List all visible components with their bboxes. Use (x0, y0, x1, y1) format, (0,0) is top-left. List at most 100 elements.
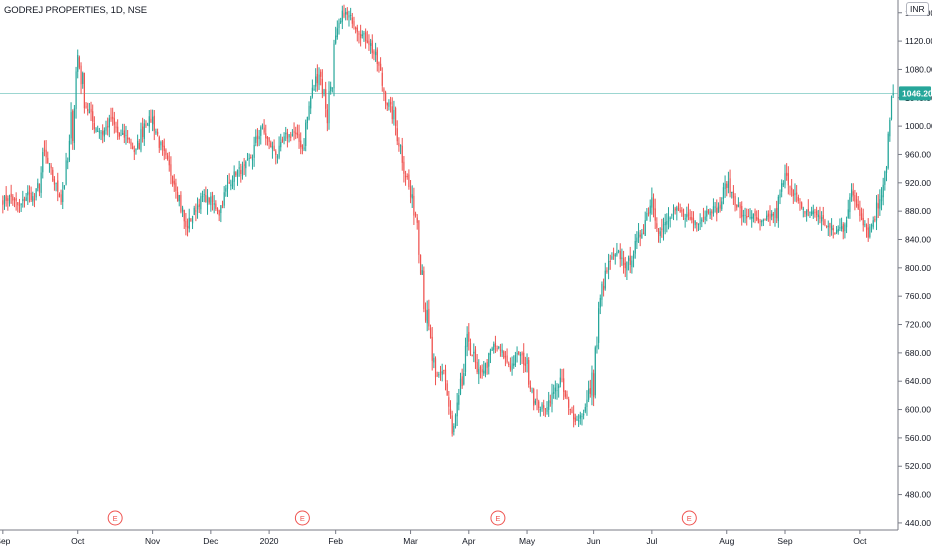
candle (181, 205, 184, 218)
candle-body (766, 215, 768, 220)
candle (58, 192, 61, 198)
candle-body (657, 228, 660, 234)
candle-body (316, 73, 318, 84)
candle (493, 341, 495, 354)
price-tick-label: 440.00 (905, 518, 931, 528)
candle (694, 220, 696, 229)
candle-body (223, 192, 225, 206)
candle-body (446, 383, 448, 396)
currency-badge[interactable]: INR (906, 2, 929, 16)
candle-body (350, 15, 352, 17)
earnings-marker[interactable]: E (107, 510, 123, 526)
candle (346, 7, 348, 21)
candle-body (519, 354, 522, 357)
candle-body (160, 141, 162, 146)
candle (290, 131, 292, 142)
candle (88, 103, 90, 114)
candle-body (608, 260, 610, 271)
candle (766, 210, 768, 222)
candle-body (248, 157, 250, 160)
candle-body (752, 213, 754, 219)
candle (201, 190, 204, 203)
candle (454, 413, 457, 429)
candle-body (548, 399, 550, 410)
candle (311, 79, 313, 99)
candle-body (767, 213, 769, 217)
earnings-marker[interactable]: E (490, 510, 506, 526)
candle (416, 214, 418, 230)
candle-body (867, 227, 869, 238)
candle-body (769, 214, 771, 219)
candle-body (637, 232, 640, 238)
candle-body (453, 425, 455, 433)
earnings-marker-circle[interactable] (294, 510, 310, 526)
candle-body (869, 226, 871, 238)
candle-body (679, 209, 681, 212)
candle (641, 228, 643, 239)
candle (543, 399, 545, 416)
candle-body (423, 270, 425, 310)
candle-body (404, 175, 407, 178)
candle (350, 7, 352, 21)
candle (762, 218, 764, 227)
price-tick-label: 720.00 (905, 320, 931, 330)
candle (464, 337, 467, 377)
candle (885, 165, 888, 182)
candle-body (20, 203, 22, 206)
candle-body (37, 182, 39, 189)
candle (824, 218, 826, 227)
candle (103, 127, 105, 142)
candle (737, 197, 740, 208)
candle (431, 326, 433, 371)
candle (439, 365, 442, 381)
candle-body (606, 270, 608, 273)
candle-body (58, 194, 61, 198)
candle (742, 209, 745, 223)
candle-body (133, 149, 135, 153)
time-axis[interactable]: Sep Oct Nov Dec 2020 Feb Mar Apr May Jun Jul Aug Sep… (0, 529, 898, 546)
candle (689, 209, 691, 221)
candle-body (375, 51, 377, 56)
candle (62, 182, 64, 210)
candle-body (125, 134, 127, 136)
earnings-marker-circle[interactable] (490, 510, 506, 526)
candle-body (642, 232, 645, 234)
candle-body (178, 194, 180, 202)
earnings-marker-circle[interactable] (107, 510, 123, 526)
candle (771, 210, 773, 221)
candle (836, 226, 838, 235)
candle (702, 207, 705, 223)
candle-body (890, 96, 893, 119)
candle-body (225, 188, 227, 192)
candle (13, 197, 16, 208)
candle-body (498, 346, 500, 349)
candle-body (486, 362, 488, 368)
candle (701, 217, 703, 228)
candle-body (454, 415, 457, 427)
candle (200, 192, 202, 215)
earnings-marker[interactable]: E (681, 510, 697, 526)
candle-body (306, 116, 308, 123)
candle (802, 206, 804, 218)
candle-body (419, 254, 422, 275)
candle-body (458, 395, 460, 405)
candle (864, 220, 866, 228)
candle (188, 208, 190, 233)
candle (72, 109, 74, 150)
candle-body (667, 216, 670, 222)
candle-body (97, 130, 99, 132)
candle-body (696, 222, 698, 224)
candle (632, 250, 635, 268)
earnings-marker-circle[interactable] (681, 510, 697, 526)
candle-body (200, 196, 202, 210)
candle-body (210, 196, 212, 206)
candle (484, 362, 487, 378)
candle-body (829, 223, 831, 228)
candle-body (599, 297, 601, 308)
price-axis[interactable]: 440.00 480.00 520.00 560.00 600.00 640.00 680.… (897, 0, 932, 530)
earnings-marker[interactable]: E (294, 510, 310, 526)
candle-body (148, 116, 150, 127)
candle (839, 218, 841, 232)
